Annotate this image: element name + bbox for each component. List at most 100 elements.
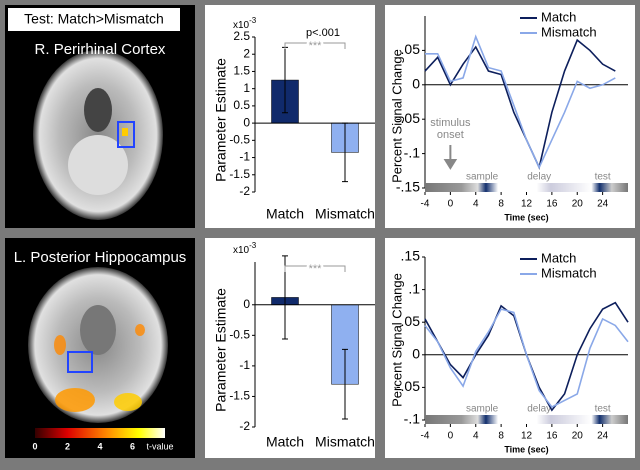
x-tick-label: Mismatch [315,434,375,450]
x-tick-label: Match [266,206,304,222]
x-tick-label: 16 [546,431,558,442]
x-tick-label: 12 [521,199,533,210]
y-tick-label: -.05 [396,110,420,126]
bracket [284,265,346,272]
y-tick-label: 0 [243,115,250,129]
roi-box [67,351,93,373]
y-axis-label: Parameter Estimate [213,288,229,412]
y-tick-label: 0.5 [233,98,250,112]
y-tick-label: 1.5 [233,64,250,78]
legend-label: Mismatch [541,24,597,39]
brain-detail [80,305,116,355]
phase-label: delay [527,172,551,183]
roi-box [117,121,135,148]
p-value: p<.001 [306,27,340,39]
x-tick-label: Mismatch [315,206,375,222]
x-tick-label: 0 [448,199,454,210]
region-label: R. Perirhinal Cortex [35,41,166,58]
y-tick-label: 1 [243,81,250,95]
phase-label: test [595,404,611,415]
x-tick-label: 20 [572,431,584,442]
y-tick-label: 0 [412,76,420,92]
legend-label: Match [541,250,576,265]
legend-label: Mismatch [541,265,597,280]
series-line [425,34,616,170]
y-tick-label: .05 [401,313,421,329]
x-tick-label: 8 [498,199,504,210]
error-bar [342,348,348,420]
onset-arrow [443,145,458,170]
colorbar-label: t-value [146,441,173,451]
colorbar-tick: 4 [97,441,102,451]
x-tick-label: 8 [498,431,504,442]
y-axis-label: Parameter Estimate [213,58,229,182]
title-box [8,8,180,31]
scale-label: x10-3 [233,241,257,256]
x-tick-label: 12 [521,431,533,442]
scale-label: x10-3 [233,16,257,31]
y-tick-label: -0.5 [229,133,250,147]
y-tick-label: -2 [239,184,250,198]
brain-detail [84,88,112,132]
activation [122,128,128,136]
timeline-bar [425,415,628,424]
y-tick-label: 0 [412,346,420,362]
activation [55,388,95,412]
activation [135,324,145,336]
colorbar-tick: 2 [65,441,70,451]
chart-panel [385,5,635,228]
brain-detail [68,135,128,195]
region-label: L. Posterior Hippocampus [14,249,187,266]
y-tick-label: -1.5 [229,389,250,403]
activation [114,393,142,411]
x-tick-label: 20 [572,199,584,210]
x-tick-label: 0 [448,431,454,442]
x-tick-label: 16 [546,199,558,210]
y-tick-label: -1 [239,358,250,372]
scale-base: x10 [233,245,250,256]
x-tick-label: 4 [473,199,479,210]
y-tick-label: -2 [239,419,250,433]
y-tick-label: 2.5 [233,29,250,43]
timeline-bar [425,183,628,192]
y-tick-label: -1.5 [229,167,250,181]
x-axis-label: Time (sec) [504,444,548,454]
series-line [424,38,616,170]
x-tick-label: Match [266,434,304,450]
colorbar [35,428,165,438]
y-tick-label: -.05 [396,378,420,394]
bracket [284,42,346,49]
y-tick-label: -0.5 [229,328,250,342]
chart-panel [385,238,635,458]
y-axis-label: Percent Signal Change [389,273,404,407]
x-tick-label: -4 [421,199,430,210]
phase-label: sample [466,172,499,183]
scale-exp: -3 [249,16,257,25]
colorbar-tick: 6 [130,441,135,451]
x-tick-label: 24 [597,431,609,442]
y-tick-label: .15 [401,248,421,264]
scale-base: x10 [233,20,250,31]
y-tick-label: 2 [243,46,250,60]
y-tick-label: -.1 [404,144,421,160]
stars: *** [309,40,323,52]
colorbar-tick: 0 [32,441,37,451]
y-tick-label: .05 [401,41,421,57]
y-tick-label: 0 [243,297,250,311]
stars: *** [309,263,323,275]
scale-exp: -3 [249,241,257,250]
image-title: Test: Match>Mismatch [24,11,164,27]
y-tick-label: -.1 [404,411,421,427]
phase-label: test [595,172,611,183]
phase-label: delay [527,404,551,415]
y-axis-label: Percent Signal Change [389,49,404,183]
series-line [424,308,629,408]
x-axis-label: Time (sec) [504,212,548,222]
onset-label: stimulus [430,117,471,129]
activation [54,335,66,355]
x-tick-label: 24 [597,199,609,210]
x-tick-label: 4 [473,431,479,442]
legend-label: Match [541,9,576,24]
y-tick-label: .1 [408,280,420,296]
